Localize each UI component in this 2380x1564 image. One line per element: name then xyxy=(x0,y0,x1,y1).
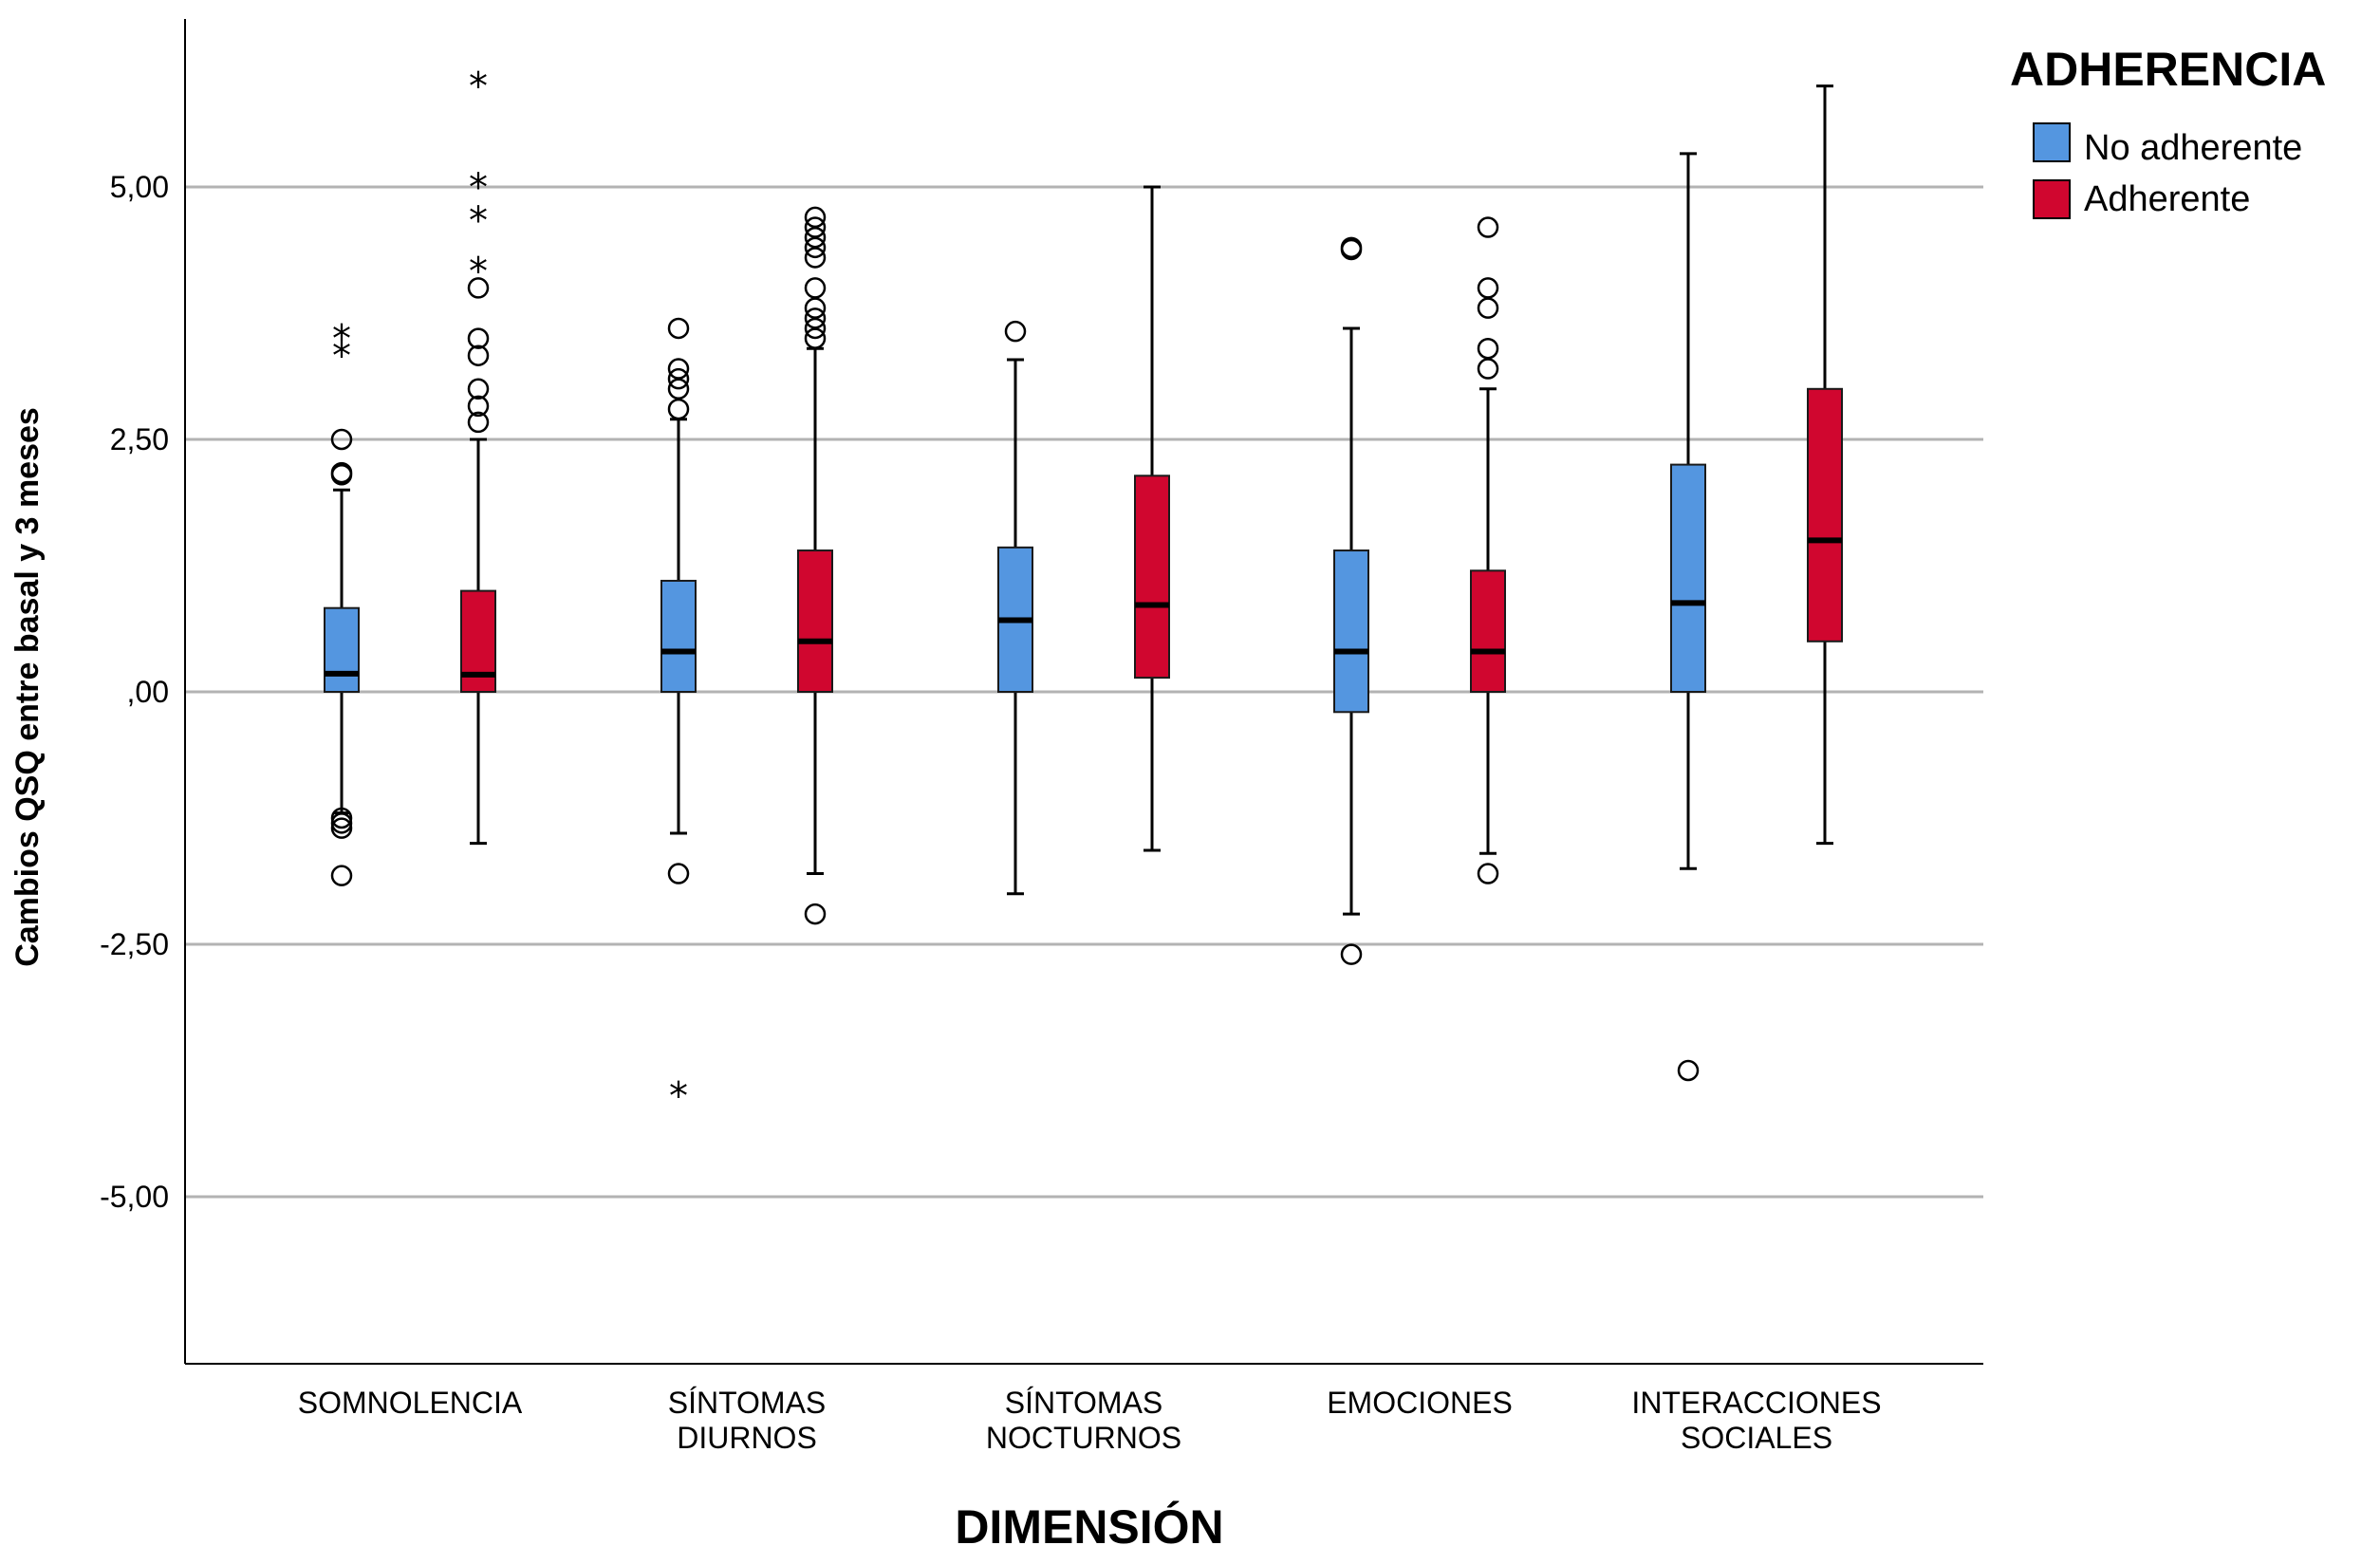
outlier-point xyxy=(467,344,490,366)
extreme-point: * xyxy=(469,65,488,109)
x-axis-title: DIMENSIÓN xyxy=(955,1500,1223,1554)
box-adherente xyxy=(1134,185,1170,852)
y-tick-label: -5,00 xyxy=(100,1180,169,1214)
legend-swatch-no-adherente xyxy=(2033,122,2071,162)
y-tick-label: 5,00 xyxy=(110,170,169,204)
legend-label-no-adherente: No adherente xyxy=(2084,128,2302,168)
box-series: ******* xyxy=(324,65,1843,1119)
y-tick-labels: 5,00 2,50 ,00 -2,50 -5,00 xyxy=(100,170,169,1214)
outlier-point xyxy=(1340,943,1363,965)
iqr-box xyxy=(660,579,697,694)
extreme-point: * xyxy=(332,318,351,362)
outlier-point xyxy=(667,398,690,420)
outlier-point xyxy=(804,236,827,259)
outlier-point xyxy=(467,411,490,434)
outlier-point xyxy=(330,463,353,486)
iqr-box xyxy=(1470,569,1506,694)
outlier-point xyxy=(804,206,827,229)
outlier-point xyxy=(804,317,827,340)
outlier-point xyxy=(1340,238,1363,261)
extreme-point: * xyxy=(469,166,488,210)
outlier-point xyxy=(667,358,690,380)
box-no-adherente xyxy=(1333,236,1369,965)
box-no-adherente xyxy=(1670,152,1706,1082)
outlier-point xyxy=(804,327,827,349)
outlier-point xyxy=(1677,1059,1700,1082)
x-tick-label: NOCTURNOS xyxy=(986,1421,1181,1455)
outlier-point xyxy=(804,277,827,299)
outlier-point xyxy=(330,865,353,886)
x-tick-label: INTERACCIONES xyxy=(1631,1386,1881,1420)
extreme-point: * xyxy=(332,335,351,379)
box-adherente xyxy=(1470,216,1506,884)
outlier-point xyxy=(804,216,827,238)
outlier-point xyxy=(1477,297,1499,319)
outlier-point xyxy=(804,226,827,249)
outlier-point xyxy=(804,307,827,329)
x-tick-label: SÍNTOMAS xyxy=(668,1386,827,1420)
axes xyxy=(184,19,1983,1365)
outlier-point xyxy=(1477,337,1499,360)
box-no-adherente: ** xyxy=(324,318,360,886)
outlier-point xyxy=(330,812,353,834)
x-tick-label: SOCIALES xyxy=(1681,1421,1832,1455)
box-adherente xyxy=(1807,84,1843,846)
iqr-box xyxy=(324,606,360,693)
outlier-point xyxy=(667,378,690,400)
outlier-point xyxy=(804,903,827,925)
iqr-box xyxy=(797,549,833,693)
outlier-point xyxy=(1004,320,1027,343)
iqr-box xyxy=(1134,475,1170,680)
box-adherente xyxy=(797,206,833,925)
outlier-point xyxy=(804,247,827,269)
x-tick-label: EMOCIONES xyxy=(1327,1386,1513,1420)
outlier-point xyxy=(330,428,353,451)
box-no-adherente: * xyxy=(660,317,697,1119)
x-tick-label: SOMNOLENCIA xyxy=(298,1386,523,1420)
extreme-point: * xyxy=(669,1075,688,1119)
outlier-point xyxy=(467,327,490,349)
x-tick-label: SÍNTOMAS xyxy=(1005,1386,1163,1420)
y-tick-label: ,00 xyxy=(127,675,169,709)
outlier-point xyxy=(467,395,490,418)
y-tick-label: 2,50 xyxy=(110,422,169,456)
box-no-adherente xyxy=(997,320,1033,896)
legend-swatch-adherente xyxy=(2033,179,2071,219)
extreme-point: * xyxy=(469,250,488,293)
outlier-point xyxy=(804,297,827,319)
outlier-point xyxy=(467,277,490,299)
box-adherente: **** xyxy=(460,65,496,846)
legend-title: ADHERENCIA xyxy=(2010,43,2326,96)
extreme-point: * xyxy=(469,199,488,243)
legend: ADHERENCIA No adherente Adherente xyxy=(2010,43,2326,219)
x-tick-label: DIURNOS xyxy=(677,1421,817,1455)
outlier-point xyxy=(667,367,690,390)
iqr-box xyxy=(1333,549,1369,714)
iqr-box xyxy=(1670,463,1706,693)
outlier-point xyxy=(1477,216,1499,238)
y-axis-title: Cambios QSQ entre basal y 3 meses xyxy=(9,407,46,967)
outlier-point xyxy=(1477,863,1499,884)
outlier-point xyxy=(330,817,353,839)
outlier-point xyxy=(467,378,490,400)
outlier-point xyxy=(1477,358,1499,380)
category-labels: SOMNOLENCIA SÍNTOMASDIURNOSSÍNTOMASNOCTUR… xyxy=(298,1386,1882,1455)
gridlines xyxy=(185,185,1983,1199)
outlier-point xyxy=(330,807,353,829)
outlier-point xyxy=(1477,277,1499,299)
legend-label-adherente: Adherente xyxy=(2084,179,2250,219)
outlier-point xyxy=(667,317,690,340)
y-tick-label: -2,50 xyxy=(100,927,169,961)
iqr-box xyxy=(1807,387,1843,642)
outlier-point xyxy=(667,863,690,884)
